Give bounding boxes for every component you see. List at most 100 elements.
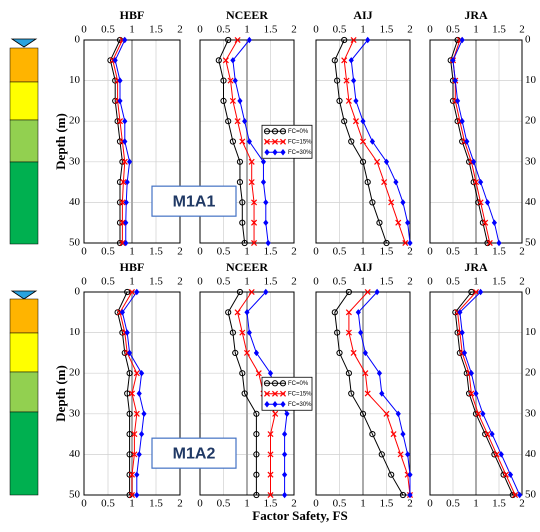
legend-marker: [279, 128, 287, 135]
marker: [229, 97, 236, 104]
marker: [336, 97, 343, 105]
x-axis-label: Factor Safety, FS: [252, 508, 347, 523]
x-tick-label: 2: [519, 24, 525, 36]
x-tick-label: 1.5: [264, 276, 278, 288]
legend-marker: [271, 390, 279, 397]
marker: [220, 77, 227, 84]
x-tick-label: 1: [244, 498, 250, 510]
legend-marker: [264, 149, 270, 156]
marker: [246, 36, 252, 44]
y-tick-label: 50: [69, 237, 81, 249]
y-tick-label: 0: [75, 286, 81, 298]
x-tick-label: 1.5: [264, 24, 278, 36]
y-tick-label: 40: [525, 448, 537, 460]
marker: [383, 410, 390, 417]
marker: [484, 431, 491, 438]
marker: [399, 491, 407, 499]
marker: [502, 471, 509, 478]
marker: [491, 219, 497, 226]
y-tick-label: 30: [525, 155, 537, 167]
legend-marker: [272, 149, 278, 156]
plot-frame: [429, 39, 523, 244]
legend-marker: [279, 390, 287, 397]
marker: [128, 390, 136, 397]
x-tick-label: 2: [407, 24, 413, 36]
marker: [251, 199, 258, 206]
marker: [345, 329, 352, 336]
y-tick-label: 0: [75, 34, 81, 46]
marker: [498, 451, 504, 458]
marker: [468, 288, 475, 296]
marker: [471, 158, 477, 165]
marker: [345, 97, 352, 104]
x-tick-label: 1: [129, 24, 135, 36]
marker: [362, 370, 369, 377]
marker: [284, 410, 290, 417]
marker: [376, 370, 383, 377]
series-line: [454, 291, 514, 496]
legend-marker: [263, 390, 271, 397]
x-tick-label: 1: [244, 276, 250, 288]
marker: [121, 158, 128, 165]
series-line: [218, 39, 246, 244]
marker: [478, 288, 484, 296]
legend-label: FC=15%: [288, 139, 312, 145]
legend-marker: [264, 401, 270, 408]
x-tick-label: 0: [427, 24, 433, 36]
marker: [253, 431, 260, 438]
marker: [282, 491, 288, 499]
x-tick-label: 0.5: [101, 276, 115, 288]
marker: [475, 410, 482, 417]
x-tick-label: 0: [81, 498, 87, 510]
marker: [364, 390, 371, 397]
x-tick-label: 0.5: [101, 246, 115, 258]
x-tick-label: 1: [360, 276, 366, 288]
y-tick-label: 10: [69, 326, 81, 338]
marker: [383, 158, 390, 165]
marker: [128, 471, 136, 478]
plot-frame: [83, 39, 181, 244]
marker: [345, 309, 352, 316]
y-axis-label: Depth (m): [53, 365, 68, 422]
marker: [131, 451, 138, 458]
marker: [126, 431, 133, 438]
marker: [131, 431, 138, 438]
soil-column: [9, 38, 39, 245]
marker: [468, 390, 475, 397]
marker: [282, 451, 288, 458]
y-tick-label: 40: [69, 448, 81, 460]
marker: [220, 97, 227, 105]
marker: [133, 370, 140, 377]
marker: [353, 97, 359, 105]
layer: [9, 371, 39, 413]
x-tick-label: 2: [177, 24, 183, 36]
x-tick-label: 0.5: [333, 246, 347, 258]
x-tick-label: 1.5: [149, 24, 163, 36]
marker: [282, 430, 288, 438]
marker: [253, 410, 260, 417]
marker: [123, 199, 129, 206]
marker: [472, 288, 480, 296]
x-tick-label: 0.5: [333, 276, 347, 288]
legend-label: FC=30%: [288, 402, 312, 408]
x-tick-label: 0: [81, 24, 87, 36]
marker: [364, 179, 371, 186]
y-tick-label: 50: [525, 237, 537, 249]
marker: [374, 158, 381, 165]
marker: [395, 410, 401, 417]
panel: AIJ 0 0 0.5 0.5 1 1 1.5 1.5 2 2: [313, 8, 413, 258]
legend-marker: [263, 138, 271, 145]
marker: [253, 471, 260, 478]
marker: [119, 199, 126, 206]
legend-marker: [279, 380, 287, 387]
marker: [341, 118, 348, 125]
marker: [407, 239, 413, 247]
y-axis-label: Depth (m): [53, 113, 68, 170]
x-tick-label: 0: [197, 276, 203, 288]
x-tick-label: 0: [313, 276, 319, 288]
marker: [450, 57, 456, 64]
x-tick-label: 0: [197, 24, 203, 36]
